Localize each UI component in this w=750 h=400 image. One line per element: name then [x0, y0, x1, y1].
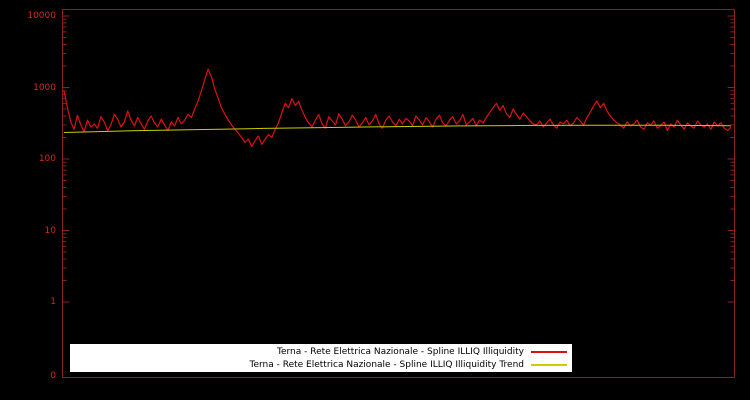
series-illiquidity-line — [63, 68, 732, 147]
series-trend-line — [63, 124, 732, 133]
legend-line-sample-trend — [531, 363, 567, 366]
legend: Terna - Rete Elettrica Nazionale - Splin… — [70, 344, 572, 372]
y-tick-label-100: 100 — [38, 154, 56, 164]
legend-entry-illiquidity: Terna - Rete Elettrica Nazionale - Splin… — [70, 345, 572, 358]
legend-label-trend: Terna - Rete Elettrica Nazionale - Splin… — [249, 359, 524, 370]
y-tick-label-10: 10 — [44, 226, 56, 236]
y-tick-label-1: 1 — [50, 297, 56, 307]
legend-label-illiquidity: Terna - Rete Elettrica Nazionale - Splin… — [276, 346, 524, 357]
y-tick-label-0: 0 — [50, 371, 56, 381]
y-tick-label-1000: 1000 — [33, 83, 56, 93]
y-tick-label-10000: 10000 — [27, 11, 56, 21]
legend-line-sample-illiquidity — [531, 350, 567, 353]
legend-entry-trend: Terna - Rete Elettrica Nazionale - Splin… — [70, 358, 572, 371]
plot-border — [62, 9, 735, 378]
